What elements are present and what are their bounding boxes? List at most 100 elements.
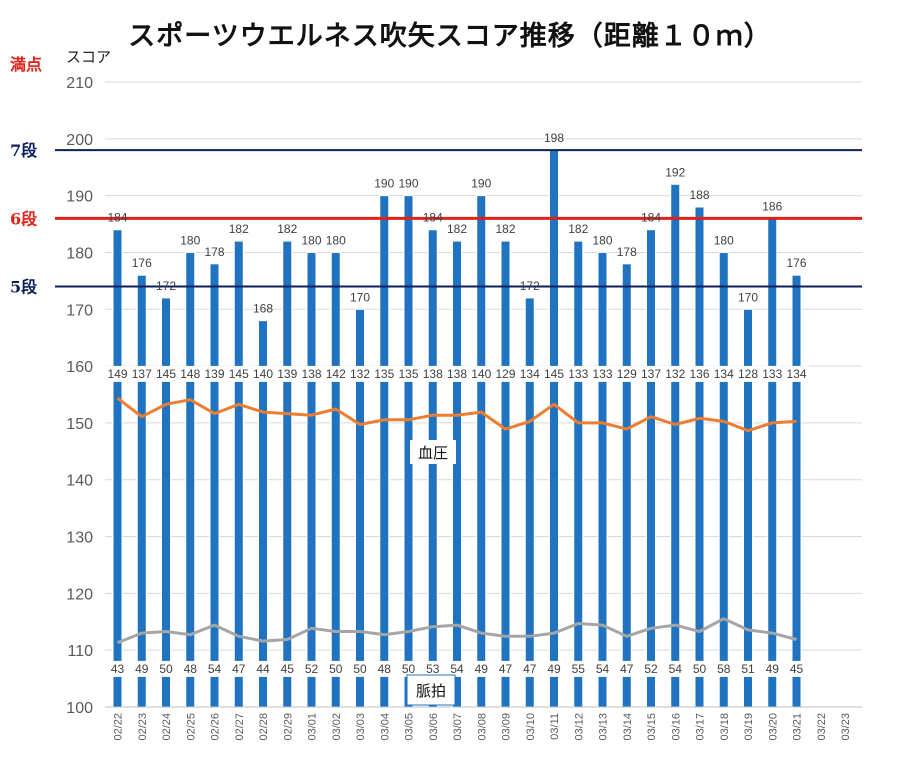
bp-label-bg — [589, 365, 616, 382]
bp-data-label: 138 — [447, 367, 467, 381]
bp-data-label: 132 — [350, 367, 370, 381]
bp-label-bg — [710, 365, 737, 382]
reference-line-label: 6段 — [10, 209, 38, 228]
bp-data-label: 137 — [641, 367, 661, 381]
bp-label-bg — [250, 365, 276, 382]
bp-label-bg — [177, 365, 204, 382]
bp-label-bg — [565, 365, 592, 382]
pulse-data-label: 45 — [790, 662, 804, 676]
score-bar — [476, 195, 487, 708]
chart-title: スポーツウエルネス吹矢スコア推移（距離１０ｍ） — [128, 21, 772, 52]
score-data-label: 170 — [350, 290, 370, 304]
bp-data-label: 148 — [180, 367, 200, 381]
pulse-series-label: 脈拍 — [416, 682, 446, 700]
bp-label-bg — [492, 365, 519, 382]
bp-series-label: 血圧 — [418, 444, 448, 462]
bp-label-bg — [468, 365, 495, 382]
pulse-label-bg — [713, 660, 734, 677]
score-data-label: 180 — [180, 233, 200, 247]
bp-label-bg — [153, 365, 179, 382]
pulse-data-label: 47 — [620, 662, 634, 676]
bp-data-label: 128 — [738, 367, 758, 381]
x-tick-label: 03/14 — [622, 713, 634, 741]
x-tick-label: 02/22 — [113, 713, 125, 741]
pulse-label-bg — [665, 660, 686, 677]
score-bar — [306, 251, 317, 708]
bp-label-bg — [298, 365, 325, 382]
score-bar — [209, 263, 220, 708]
bp-data-label: 134 — [520, 367, 540, 381]
bp-data-label: 133 — [592, 367, 612, 381]
pulse-data-label: 45 — [281, 662, 295, 676]
score-bar — [791, 274, 802, 708]
pulse-label-bg — [422, 660, 443, 677]
pulse-label-bg — [253, 660, 273, 677]
x-tick-label: 03/22 — [816, 713, 828, 741]
bp-label-bg — [759, 365, 786, 382]
pulse-label-bg — [204, 660, 225, 677]
x-tick-label: 03/06 — [428, 713, 440, 741]
y-tick-label: 110 — [67, 643, 93, 660]
score-bar — [161, 297, 171, 708]
x-tick-label: 03/21 — [792, 713, 804, 741]
bp-data-label: 139 — [277, 367, 297, 381]
pulse-label-bg — [641, 660, 661, 677]
pulse-data-label: 49 — [766, 662, 780, 676]
bp-data-label: 145 — [229, 367, 249, 381]
bp-label-bg — [444, 365, 470, 382]
score-data-label: 180 — [326, 233, 346, 247]
score-bar — [597, 251, 608, 708]
y-tick-label: 180 — [66, 245, 93, 262]
score-data-label: 182 — [568, 222, 588, 236]
y-tick-label: 200 — [66, 132, 93, 149]
y-tick-label: 160 — [66, 359, 93, 376]
score-data-label: 178 — [617, 245, 637, 259]
pulse-series-label-bg — [406, 674, 456, 706]
score-data-label: 176 — [132, 256, 152, 270]
pulse-label-bg — [301, 660, 322, 677]
bp-label-bg — [662, 365, 689, 382]
pulse-data-label: 54 — [450, 662, 464, 676]
score-bar — [718, 251, 729, 708]
pulse-label-bg — [592, 660, 613, 677]
pulse-data-label: 48 — [184, 662, 198, 676]
x-tick-label: 03/20 — [767, 713, 779, 741]
pulse-data-label: 48 — [378, 662, 392, 676]
pulse-data-label: 52 — [644, 662, 658, 676]
bp-label-bg — [225, 365, 252, 382]
x-tick-label: 02/27 — [234, 713, 246, 741]
y-tick-label: 100 — [66, 700, 93, 717]
pulse-label-bg — [471, 660, 492, 677]
pulse-data-label: 50 — [402, 662, 416, 676]
bp-data-label: 133 — [762, 367, 782, 381]
bp-label-bg — [419, 365, 446, 382]
bp-data-label: 135 — [374, 367, 394, 381]
x-tick-label: 03/16 — [670, 713, 682, 741]
score-bar — [670, 183, 681, 708]
pulse-label-bg — [180, 660, 201, 677]
pulse-label-bg — [616, 660, 637, 677]
bp-label-bg — [783, 365, 810, 382]
reference-line-label: 5段 — [10, 278, 38, 297]
score-data-label: 180 — [714, 233, 734, 247]
bp-data-label: 129 — [617, 367, 637, 381]
bp-line — [116, 396, 797, 433]
score-data-label: 176 — [786, 256, 806, 270]
y-tick-label: 190 — [66, 189, 93, 206]
score-bar — [330, 251, 341, 708]
pulse-data-label: 58 — [717, 662, 731, 676]
x-tick-label: 03/13 — [598, 713, 610, 741]
score-data-label: 178 — [204, 245, 224, 259]
pulse-data-label: 47 — [499, 662, 513, 676]
score-bar — [427, 229, 438, 708]
x-tick-label: 02/23 — [137, 713, 149, 741]
pulse-data-label: 55 — [572, 662, 586, 676]
pulse-data-label: 49 — [475, 662, 489, 676]
bp-data-label: 149 — [107, 367, 127, 381]
x-tick-label: 03/10 — [525, 713, 537, 741]
bp-label-bg — [686, 365, 713, 382]
x-tick-label: 03/01 — [307, 713, 319, 741]
score-data-label: 184 — [107, 211, 127, 225]
bp-data-label: 138 — [301, 367, 321, 381]
x-tick-label: 03/08 — [476, 713, 488, 741]
